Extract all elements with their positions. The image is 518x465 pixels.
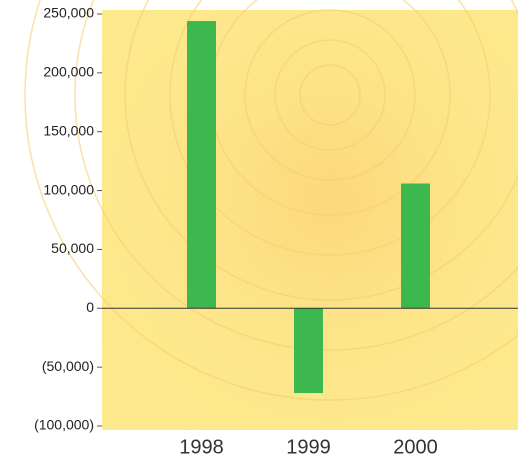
bar <box>401 183 430 309</box>
bar <box>187 21 216 309</box>
y-tick-label: 50,000 <box>51 240 94 256</box>
y-tick-label: 200,000 <box>43 64 94 80</box>
x-tick-label: 2000 <box>393 436 438 458</box>
y-tick-label: 150,000 <box>43 122 94 138</box>
bar <box>294 308 323 394</box>
x-tick-label: 1998 <box>179 436 224 458</box>
y-tick-label: 0 <box>86 299 94 315</box>
x-tick-label: 1999 <box>286 436 331 458</box>
y-tick-label: (100,000) <box>34 417 94 433</box>
y-tick-label: (50,000) <box>42 358 94 374</box>
y-tick-label: 100,000 <box>43 181 94 197</box>
y-tick-label: 250,000 <box>43 5 94 21</box>
texture <box>24 0 518 401</box>
